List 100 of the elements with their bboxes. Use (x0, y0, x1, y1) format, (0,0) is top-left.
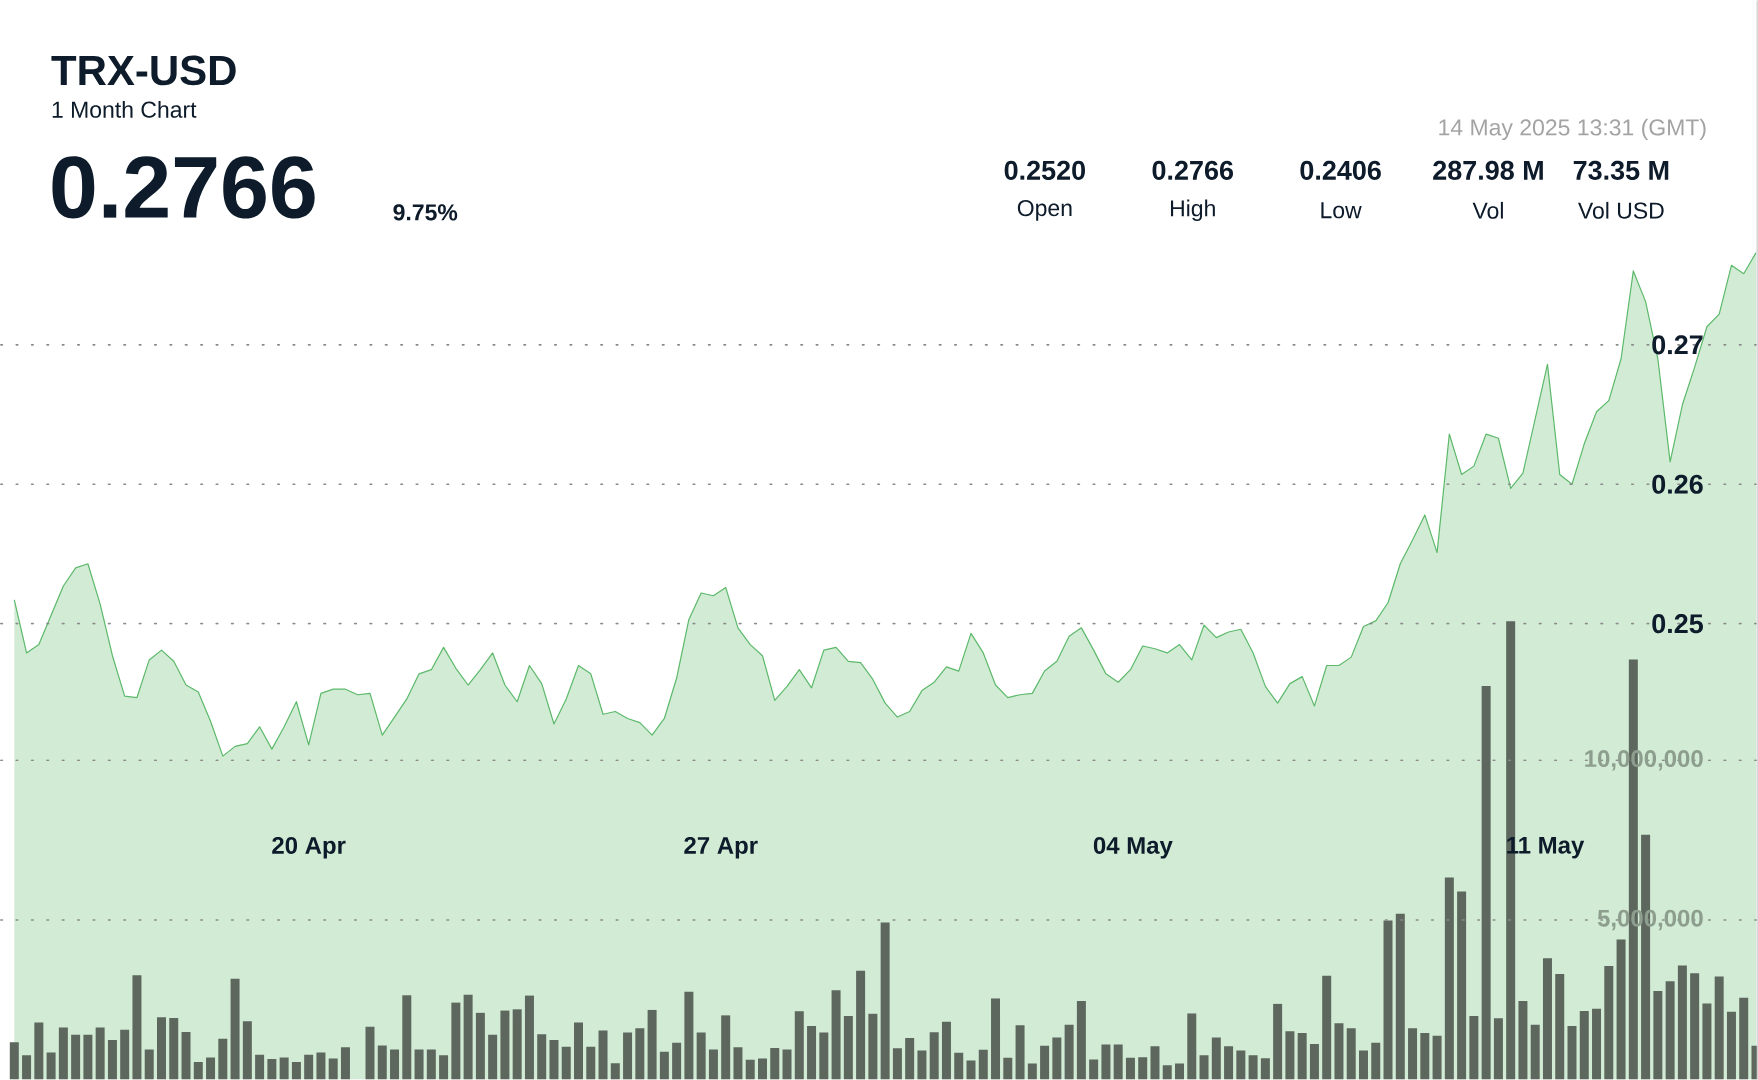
bar (1518, 1001, 1528, 1080)
y-tick-label: 0.25 (1652, 614, 1703, 634)
bar (1285, 1031, 1295, 1080)
x-tick-label: 27 Apr (684, 836, 758, 859)
bar (291, 1061, 301, 1080)
bar (770, 1047, 780, 1080)
bar (684, 991, 694, 1080)
bar (733, 1047, 743, 1080)
bar (1677, 965, 1687, 1080)
bar (451, 1002, 461, 1080)
bar (1739, 997, 1749, 1080)
bar (1003, 1057, 1013, 1080)
annotation: 0.2520 (1004, 160, 1085, 180)
annotation: Open (1017, 199, 1072, 221)
bar (880, 922, 890, 1080)
bar (46, 1052, 56, 1080)
bar (549, 1039, 559, 1080)
bar (696, 1032, 706, 1080)
bar (1076, 1001, 1086, 1080)
bar (659, 1051, 669, 1080)
bar (537, 1034, 547, 1080)
bar (255, 1054, 265, 1080)
bar (1309, 1044, 1319, 1080)
bar (574, 1022, 583, 1080)
bar (757, 1058, 767, 1080)
bar (107, 1039, 117, 1080)
bar (647, 1009, 657, 1080)
bar (1555, 973, 1565, 1080)
bar (1138, 1057, 1148, 1080)
bar (1162, 1065, 1172, 1080)
bar (1653, 991, 1663, 1080)
bar (807, 1025, 817, 1080)
annotation: 0.2766 (52, 156, 315, 219)
bar (206, 1057, 216, 1080)
bar (929, 1032, 939, 1080)
bar (1726, 1011, 1736, 1080)
annotation: Low (1321, 202, 1362, 219)
bar (1297, 1032, 1307, 1080)
bar (193, 1061, 203, 1080)
annotation: 9.75% (393, 204, 458, 221)
x-tick-label: 04 May (1093, 836, 1173, 859)
y-tick-label: 0.26 (1652, 474, 1703, 494)
bar (1493, 1018, 1503, 1080)
annotation: High (1170, 199, 1215, 222)
bar (120, 1029, 130, 1080)
bar (1334, 1023, 1344, 1080)
bar (1714, 976, 1724, 1080)
bar (34, 1022, 44, 1080)
bar (475, 1012, 485, 1080)
bar (831, 990, 841, 1080)
bar (954, 1052, 964, 1080)
bar (1260, 1058, 1270, 1080)
bar (1371, 1042, 1381, 1080)
bar (1579, 1010, 1589, 1080)
bar (598, 1030, 608, 1080)
bar (1236, 1050, 1246, 1080)
bar (1199, 1055, 1209, 1080)
annotation: 0.2766 (1152, 160, 1233, 180)
bar (169, 1017, 179, 1080)
bar (623, 1032, 633, 1080)
bar (794, 1011, 804, 1080)
bar (586, 1046, 596, 1080)
bar (978, 1049, 988, 1080)
bar (892, 1048, 902, 1080)
bar (905, 1038, 915, 1080)
text: TRX-USD (51, 55, 236, 86)
annotation: 287.98 M (1433, 160, 1543, 180)
bar (1027, 1063, 1037, 1080)
bar (1322, 975, 1332, 1080)
annotation: Vol (1472, 201, 1503, 219)
bar (1542, 958, 1552, 1080)
bar (868, 1013, 878, 1080)
bar (267, 1059, 277, 1080)
bar (745, 1059, 755, 1080)
bar (156, 1017, 166, 1080)
bar (1420, 1032, 1430, 1080)
bar (1346, 1028, 1356, 1080)
bar (1604, 965, 1614, 1080)
annotation: 0.2406 (1300, 160, 1381, 180)
bar (488, 1034, 498, 1080)
bar (1064, 1024, 1074, 1080)
bar (1125, 1057, 1135, 1080)
bar (1211, 1037, 1221, 1080)
bar (1616, 939, 1626, 1080)
bar (1089, 1059, 1099, 1080)
bar (1690, 973, 1700, 1080)
bar (1530, 1024, 1540, 1080)
bar (316, 1052, 326, 1080)
bar (500, 1010, 510, 1080)
bar (512, 1009, 522, 1080)
bar (95, 1027, 105, 1080)
x-tick-label: 20 Apr (272, 836, 346, 859)
bar (1224, 1046, 1234, 1080)
bar (132, 975, 142, 1080)
bar (782, 1049, 792, 1080)
bar (1702, 1003, 1712, 1080)
bar (304, 1054, 314, 1080)
bar (83, 1034, 93, 1080)
bar (463, 994, 473, 1080)
bar (1408, 1028, 1418, 1080)
